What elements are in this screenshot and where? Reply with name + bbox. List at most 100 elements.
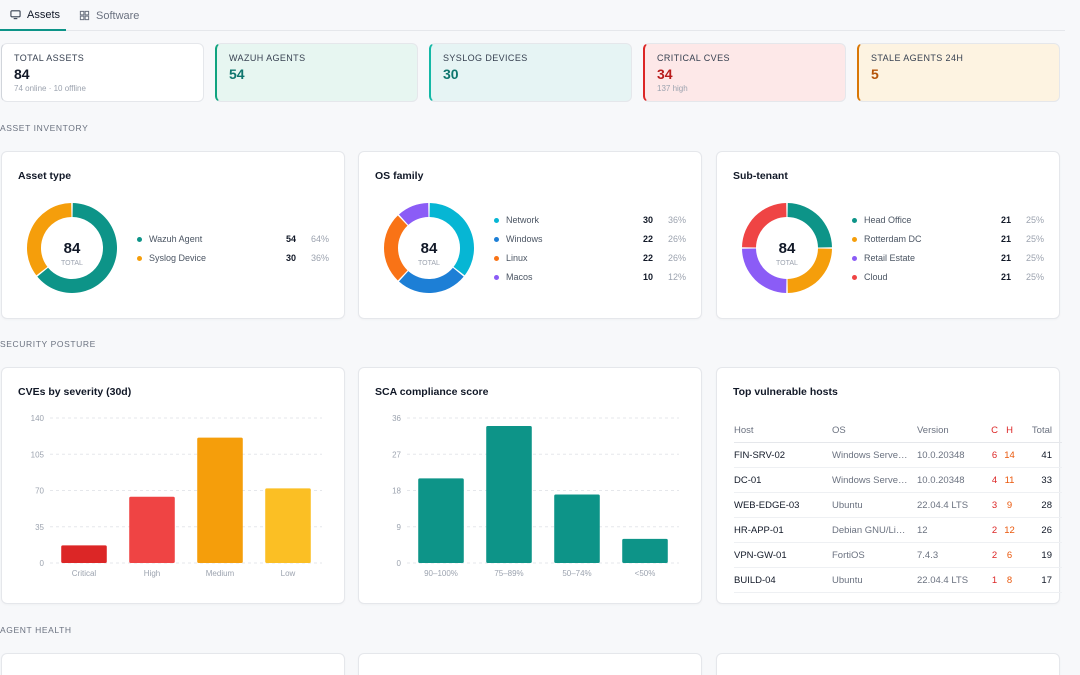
- donut-slice-head-office[interactable]: [787, 203, 832, 248]
- stat-value: 84: [14, 66, 30, 82]
- tab-assets[interactable]: Assets: [0, 0, 66, 31]
- donut-total: 84: [779, 240, 796, 257]
- tab-software[interactable]: Software: [79, 0, 139, 31]
- bar-1[interactable]: [129, 496, 175, 563]
- card-title: SCA compliance score: [375, 386, 489, 398]
- cell-os: Ubuntu: [832, 574, 863, 586]
- cell-total: 28: [1041, 499, 1052, 511]
- cell-os: Ubuntu: [832, 499, 863, 511]
- donut-slice-wazuh-agent[interactable]: [37, 203, 118, 293]
- donut-slice-syslog-device[interactable]: [27, 203, 72, 276]
- cell-high: 12: [1004, 524, 1015, 536]
- bar-3[interactable]: [265, 488, 311, 563]
- stat-value: 30: [443, 66, 459, 82]
- cell-os: Windows Serve…: [832, 449, 908, 461]
- cell-total: 26: [1041, 524, 1052, 536]
- legend-pct: 12%: [667, 272, 686, 282]
- donut-slice-rotterdam-dc[interactable]: [787, 248, 832, 293]
- table-row[interactable]: BUILD-04 Ubuntu 22.04.4 LTS 1 8 17: [734, 568, 1062, 593]
- stat-label: CRITICAL CVES: [657, 53, 730, 63]
- cell-host: VPN-GW-01: [734, 549, 787, 561]
- table-row[interactable]: HR-APP-01 Debian GNU/Li… 12 2 12 26: [734, 518, 1062, 543]
- legend-name: Windows: [506, 234, 543, 244]
- cell-version: 10.0.20348: [917, 474, 965, 486]
- legend-count: 21: [1000, 234, 1011, 244]
- card-title: CVEs by severity (30d): [18, 386, 132, 398]
- legend-pct: 64%: [310, 234, 329, 244]
- donut-total: 84: [64, 240, 81, 257]
- bar-2[interactable]: [197, 437, 243, 563]
- bar-1[interactable]: [486, 426, 532, 563]
- donut-chart: 84 TOTAL: [384, 203, 474, 293]
- cell-host: FIN-SRV-02: [734, 449, 786, 461]
- table-row[interactable]: DC-01 Windows Serve… 10.0.20348 4 11 33: [734, 468, 1062, 493]
- donut-total: 84: [421, 240, 438, 257]
- legend-item[interactable]: Wazuh Agent 54 64%: [137, 232, 329, 246]
- legend-pct: 26%: [667, 253, 686, 263]
- cell-total: 19: [1041, 549, 1052, 561]
- bar-2[interactable]: [554, 494, 600, 563]
- donut-chart: 84 TOTAL: [27, 203, 118, 293]
- y-tick-label: 35: [35, 523, 44, 532]
- tab-assets-label: Assets: [27, 8, 61, 21]
- table-row[interactable]: FIN-SRV-02 Windows Serve… 10.0.20348 6 14 41: [734, 443, 1062, 468]
- legend-dot: [852, 274, 857, 280]
- y-tick-label: 36: [392, 414, 401, 423]
- table-row[interactable]: VPN-GW-01 FortiOS 7.4.3 2 6 19: [734, 543, 1062, 568]
- col-critical[interactable]: C: [991, 424, 998, 436]
- stat-label: SYSLOG DEVICES: [443, 53, 528, 63]
- legend-item[interactable]: Syslog Device 30 36%: [137, 251, 329, 265]
- legend-item[interactable]: Linux 22 26%: [494, 251, 686, 265]
- donut-slice-network[interactable]: [429, 203, 474, 276]
- donut-total-label: TOTAL: [61, 260, 83, 267]
- table-row[interactable]: WEB-EDGE-03 Ubuntu 22.04.4 LTS 3 9 28: [734, 493, 1062, 518]
- legend-count: 22: [642, 253, 653, 263]
- col-high[interactable]: H: [1006, 424, 1013, 436]
- legend-dot: [852, 217, 857, 223]
- stat-label: TOTAL ASSETS: [14, 53, 85, 63]
- stat-sub: 74 online · 10 offline: [14, 84, 86, 93]
- legend-count: 21: [1000, 272, 1011, 282]
- section-security-posture: SECURITY POSTURE: [0, 339, 96, 349]
- stat-stale-agents: STALE AGENTS 24H 5: [857, 43, 1060, 102]
- legend-item[interactable]: Cloud 21 25%: [852, 270, 1044, 284]
- legend-item[interactable]: Network 30 36%: [494, 213, 686, 227]
- cell-host: WEB-EDGE-03: [734, 499, 800, 511]
- col-version[interactable]: Version: [917, 424, 949, 436]
- card-title: Top vulnerable hosts: [733, 386, 838, 398]
- bar-0[interactable]: [61, 545, 107, 563]
- legend-item[interactable]: Head Office 21 25%: [852, 213, 1044, 227]
- card-title: OS family: [375, 170, 424, 182]
- card-cves-by-severity: CVEs by severity (30d) 0 35 70 105 140 Critic…: [1, 367, 345, 604]
- col-os[interactable]: OS: [832, 424, 846, 436]
- legend-dot: [852, 255, 857, 261]
- y-tick-label: 140: [31, 414, 45, 423]
- cell-version: 7.4.3: [917, 549, 939, 561]
- card-agent-health-1: [1, 653, 345, 675]
- legend-item[interactable]: Retail Estate 21 25%: [852, 251, 1044, 265]
- legend-item[interactable]: Rotterdam DC 21 25%: [852, 232, 1044, 246]
- legend-pct: 36%: [667, 215, 686, 225]
- donut-slice-windows[interactable]: [398, 267, 464, 293]
- card-agent-health-3: [716, 653, 1060, 675]
- donut-slice-linux[interactable]: [384, 215, 408, 281]
- x-tick-label: Critical: [72, 569, 97, 578]
- donut-slice-retail-estate[interactable]: [742, 248, 787, 293]
- donut-slice-macos[interactable]: [398, 203, 429, 225]
- legend-dot: [852, 236, 857, 242]
- col-host[interactable]: Host: [734, 424, 754, 436]
- legend-pct: 36%: [310, 253, 329, 263]
- bar-3[interactable]: [622, 538, 668, 563]
- cell-total: 17: [1041, 574, 1052, 586]
- legend-item[interactable]: Macos 10 12%: [494, 270, 686, 284]
- donut-slice-cloud[interactable]: [742, 203, 787, 248]
- legend-count: 21: [1000, 215, 1011, 225]
- legend-item[interactable]: Windows 22 26%: [494, 232, 686, 246]
- bar-chart: 0 9 18 27 36 90–100% 75–89% 50–74% <50%: [392, 414, 679, 578]
- legend-pct: 25%: [1025, 253, 1044, 263]
- bar-0[interactable]: [418, 478, 464, 563]
- y-tick-label: 0: [397, 559, 402, 568]
- col-total[interactable]: Total: [1031, 424, 1052, 436]
- legend-count: 30: [285, 253, 296, 263]
- cell-host: DC-01: [734, 474, 762, 486]
